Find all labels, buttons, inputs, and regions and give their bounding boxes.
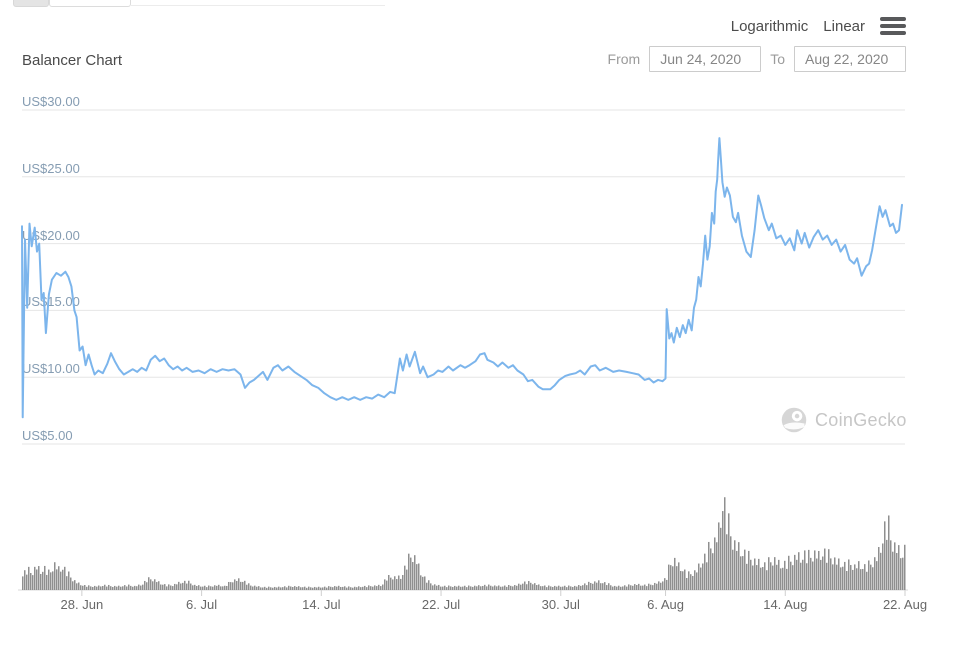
hamburger-menu-icon[interactable] [880, 16, 906, 36]
coingecko-watermark: CoinGecko [780, 406, 907, 434]
logarithmic-scale-button[interactable]: Logarithmic [730, 17, 809, 35]
from-date-input[interactable] [649, 46, 762, 72]
cropped-panel-edge [131, 0, 385, 6]
watermark-text: CoinGecko [815, 409, 907, 430]
x-axis-tick-label: 14. Aug [763, 597, 808, 612]
cropped-button-remnant[interactable] [49, 0, 131, 7]
x-axis-tick-label: 22. Aug [882, 597, 928, 612]
linear-scale-button[interactable]: Linear [823, 17, 865, 35]
y-axis-tick-label: US$30.00 [22, 95, 83, 109]
x-axis-tick-label: 28. Jun [60, 597, 104, 612]
page-title: Balancer Chart [22, 52, 123, 69]
chart-plot-area[interactable] [20, 95, 908, 590]
y-axis-tick-label: US$5.00 [22, 429, 76, 443]
from-label: From [607, 51, 641, 67]
cropped-button-remnant[interactable] [13, 0, 49, 7]
to-label: To [770, 51, 785, 67]
date-range-controls: From To [608, 46, 906, 72]
to-date-input[interactable] [794, 46, 906, 72]
scale-toggle-row: Logarithmic Linear [731, 16, 906, 36]
x-axis-tick-label: 22. Jul [421, 597, 461, 612]
x-axis-tick-label: 6. Aug [647, 597, 684, 612]
coingecko-logo-icon [781, 407, 807, 433]
x-axis-tick-label: 30. Jul [541, 597, 580, 612]
x-axis-tick-label: 6. Jul [186, 597, 218, 612]
x-axis-tick-label: 14. Jul [302, 597, 341, 612]
